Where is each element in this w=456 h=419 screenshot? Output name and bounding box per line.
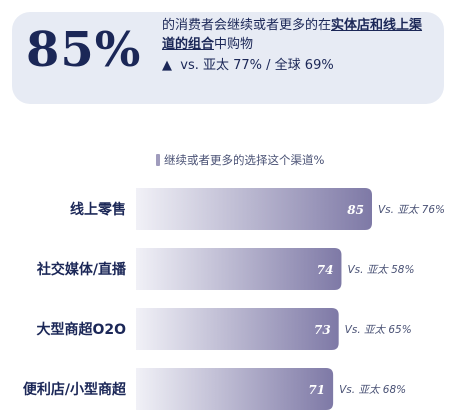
- comparison-label: Vs. 亚太 76%: [378, 204, 445, 216]
- headline-comparison: vs. 亚太 77% / 全球 69%: [180, 58, 334, 73]
- headline-text: 的消费者会继续或者更多的在实体店和线上渠道的组合中购物 ▲ vs. 亚太 77%…: [162, 16, 428, 75]
- bar-value-label: 73: [314, 323, 331, 337]
- category-label: 便利店/小型商超: [23, 381, 127, 398]
- headline-text-highlight: 实体店和线上渠道的组合: [162, 18, 423, 52]
- bar-value-label: 71: [308, 383, 325, 397]
- category-label: 社交媒体/直播: [36, 261, 127, 278]
- bar: [136, 368, 334, 410]
- bar: [136, 188, 372, 230]
- bar: [136, 248, 342, 290]
- headline-callout: [12, 12, 444, 104]
- legend-swatch: [156, 154, 160, 166]
- category-label: 线上零售: [70, 201, 126, 218]
- comparison-label: Vs. 亚太 58%: [347, 264, 414, 276]
- headline-text-post: 中购物: [214, 37, 254, 52]
- chart-legend: 继续或者更多的选择这个渠道%: [156, 152, 324, 168]
- headline-comparison-row: ▲ vs. 亚太 77% / 全球 69%: [162, 56, 428, 75]
- bar-value-label: 85: [347, 203, 364, 217]
- headline-text-pre: 的消费者会继续或者更多的在: [162, 18, 332, 33]
- headline-value: 85%: [26, 22, 142, 78]
- bar-value-label: 74: [317, 263, 334, 277]
- bar: [136, 308, 339, 350]
- category-label: 大型商超O2O: [36, 321, 126, 338]
- legend-label: 继续或者更多的选择这个渠道%: [164, 153, 325, 167]
- comparison-label: Vs. 亚太 65%: [345, 324, 412, 336]
- comparison-label: Vs. 亚太 68%: [339, 384, 406, 396]
- triangle-up-icon: ▲: [162, 58, 172, 73]
